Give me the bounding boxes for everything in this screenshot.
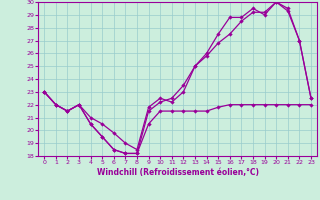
X-axis label: Windchill (Refroidissement éolien,°C): Windchill (Refroidissement éolien,°C) (97, 168, 259, 177)
